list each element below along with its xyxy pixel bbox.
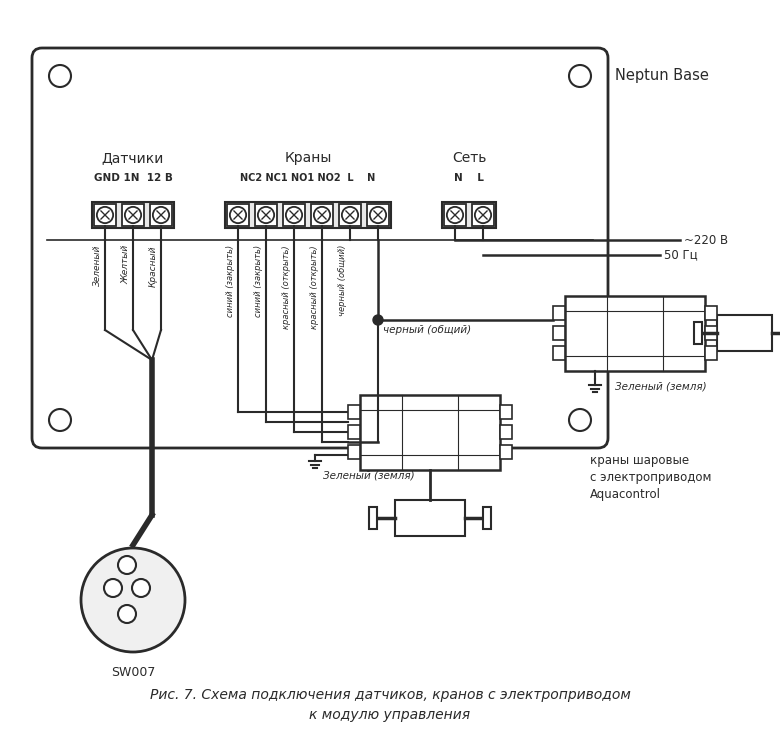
Text: N    L: N L: [454, 173, 484, 183]
FancyBboxPatch shape: [32, 48, 608, 448]
Text: ~220 В: ~220 В: [684, 233, 728, 246]
Circle shape: [447, 207, 463, 223]
Bar: [694, 322, 702, 344]
Bar: [705, 306, 717, 320]
Circle shape: [370, 207, 386, 223]
Bar: [227, 204, 249, 226]
Circle shape: [118, 556, 136, 574]
Circle shape: [373, 315, 383, 325]
Bar: [500, 405, 512, 419]
Circle shape: [314, 207, 330, 223]
Circle shape: [97, 207, 113, 223]
Text: Красный: Красный: [149, 245, 158, 286]
Text: синий (закрыть): синий (закрыть): [254, 245, 263, 317]
Circle shape: [49, 409, 71, 431]
Circle shape: [132, 579, 150, 597]
Bar: [348, 445, 360, 459]
Text: Зеленый: Зеленый: [93, 245, 102, 286]
Bar: [122, 204, 144, 226]
Bar: [472, 204, 494, 226]
Bar: [500, 445, 512, 459]
Text: 50 Гц: 50 Гц: [664, 248, 697, 261]
Text: SW007: SW007: [111, 666, 155, 679]
Text: GND 1N  12 В: GND 1N 12 В: [94, 173, 172, 183]
Circle shape: [258, 207, 274, 223]
Text: черный (общий): черный (общий): [383, 325, 471, 335]
Text: Зеленый (земля): Зеленый (земля): [615, 381, 707, 391]
Circle shape: [342, 207, 358, 223]
Bar: [150, 204, 172, 226]
Bar: [553, 306, 565, 320]
Circle shape: [230, 207, 246, 223]
Text: Aquacontrol: Aquacontrol: [590, 487, 661, 501]
Bar: [442, 202, 496, 228]
Text: Сеть: Сеть: [452, 151, 486, 165]
Text: красный (открыть): красный (открыть): [310, 245, 319, 328]
Text: к модулю управления: к модулю управления: [310, 708, 470, 722]
Bar: [348, 405, 360, 419]
Bar: [94, 204, 116, 226]
Circle shape: [125, 207, 141, 223]
Circle shape: [118, 605, 136, 623]
Text: с электроприводом: с электроприводом: [590, 471, 711, 483]
Bar: [500, 425, 512, 439]
Bar: [311, 204, 333, 226]
Bar: [705, 326, 717, 340]
Bar: [225, 202, 391, 228]
Bar: [483, 507, 491, 529]
Bar: [553, 346, 565, 360]
Bar: [369, 507, 377, 529]
Bar: [339, 204, 361, 226]
Text: черный (общий): черный (общий): [338, 245, 347, 316]
Text: Краны: Краны: [285, 151, 332, 165]
Text: Neptun Base: Neptun Base: [615, 68, 709, 83]
Text: Рис. 7. Схема подключения датчиков, кранов с электроприводом: Рис. 7. Схема подключения датчиков, кран…: [150, 688, 630, 702]
Text: Зеленый (земля): Зеленый (земля): [323, 470, 415, 480]
Bar: [395, 500, 465, 536]
Bar: [444, 204, 466, 226]
Text: синий (закрыть): синий (закрыть): [226, 245, 235, 317]
Bar: [705, 346, 717, 360]
Text: Датчики: Датчики: [102, 151, 164, 165]
Bar: [565, 296, 705, 371]
Text: красный (открыть): красный (открыть): [282, 245, 291, 328]
Circle shape: [81, 548, 185, 652]
Circle shape: [475, 207, 491, 223]
Circle shape: [569, 409, 591, 431]
Bar: [360, 395, 500, 470]
Bar: [283, 204, 305, 226]
Bar: [553, 326, 565, 340]
Circle shape: [49, 65, 71, 87]
Text: Желтый: Желтый: [121, 245, 130, 284]
Text: NC2 NC1 NO1 NO2  L    N: NC2 NC1 NO1 NO2 L N: [240, 173, 376, 183]
Bar: [367, 204, 389, 226]
Bar: [92, 202, 174, 228]
Circle shape: [104, 579, 122, 597]
Circle shape: [569, 65, 591, 87]
Circle shape: [153, 207, 169, 223]
Circle shape: [285, 207, 302, 223]
Bar: [255, 204, 277, 226]
Bar: [348, 425, 360, 439]
Bar: [717, 315, 772, 351]
Text: краны шаровые: краны шаровые: [590, 453, 689, 467]
